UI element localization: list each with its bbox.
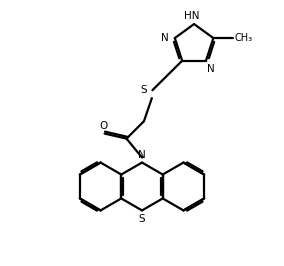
Text: O: O — [99, 121, 107, 131]
Text: S: S — [139, 214, 145, 224]
Text: CH₃: CH₃ — [235, 33, 252, 43]
Text: HN: HN — [184, 11, 200, 21]
Text: N: N — [138, 150, 146, 160]
Text: N: N — [161, 33, 169, 43]
Text: S: S — [141, 85, 147, 95]
Text: N: N — [207, 64, 215, 73]
